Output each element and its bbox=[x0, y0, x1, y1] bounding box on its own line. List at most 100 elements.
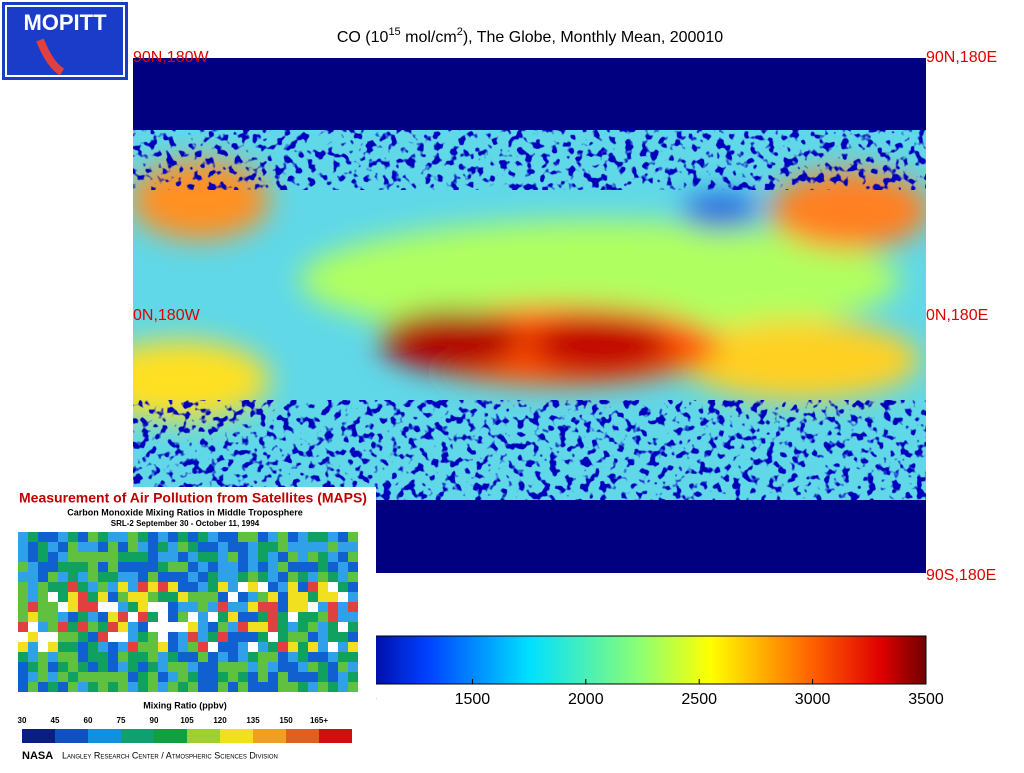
inset-cell bbox=[128, 632, 138, 642]
inset-cell bbox=[288, 542, 298, 552]
inset-cell bbox=[258, 562, 268, 572]
inset-cell bbox=[228, 612, 238, 622]
inset-cell bbox=[338, 542, 348, 552]
inset-cell bbox=[118, 612, 128, 622]
inset-cell bbox=[318, 612, 328, 622]
inset-cell bbox=[108, 552, 118, 562]
inset-cell bbox=[48, 602, 58, 612]
inset-cell bbox=[228, 602, 238, 612]
inset-cell bbox=[78, 662, 88, 672]
inset-cell bbox=[78, 552, 88, 562]
map-title: CO (1015 mol/cm2), The Globe, Monthly Me… bbox=[337, 26, 723, 46]
inset-cell bbox=[58, 682, 68, 692]
inset-cell bbox=[108, 682, 118, 692]
inset-cell bbox=[278, 622, 288, 632]
inset-cell bbox=[188, 642, 198, 652]
inset-cell bbox=[38, 542, 48, 552]
inset-cell bbox=[18, 532, 28, 542]
inset-cell bbox=[278, 592, 288, 602]
inset-cell bbox=[18, 662, 28, 672]
inset-cell bbox=[168, 552, 178, 562]
inset-cell bbox=[338, 612, 348, 622]
inset-cell bbox=[108, 652, 118, 662]
inset-cell bbox=[78, 582, 88, 592]
inset-legend-swatch bbox=[121, 729, 154, 743]
inset-cell bbox=[218, 552, 228, 562]
inset-cell bbox=[208, 562, 218, 572]
inset-cell bbox=[288, 652, 298, 662]
inset-cell bbox=[238, 602, 248, 612]
inset-cell bbox=[158, 602, 168, 612]
colorbar-tick-label: 3500 bbox=[908, 691, 944, 708]
inset-cell bbox=[208, 652, 218, 662]
inset-cell bbox=[228, 632, 238, 642]
inset-cell bbox=[138, 532, 148, 542]
inset-cell bbox=[178, 552, 188, 562]
inset-cell bbox=[268, 622, 278, 632]
inset-cell bbox=[138, 672, 148, 682]
inset-cell bbox=[208, 542, 218, 552]
inset-cell bbox=[198, 652, 208, 662]
inset-cell bbox=[208, 552, 218, 562]
inset-cell bbox=[108, 542, 118, 552]
inset-cell bbox=[18, 632, 28, 642]
inset-cell bbox=[348, 612, 358, 622]
inset-cell bbox=[88, 632, 98, 642]
inset-cell bbox=[168, 542, 178, 552]
inset-cell bbox=[48, 662, 58, 672]
inset-cell bbox=[228, 652, 238, 662]
inset-cell bbox=[118, 572, 128, 582]
inset-cell bbox=[328, 612, 338, 622]
inset-cell bbox=[108, 592, 118, 602]
inset-cell bbox=[148, 592, 158, 602]
inset-cell bbox=[138, 562, 148, 572]
inset-cell bbox=[118, 592, 128, 602]
inset-cell bbox=[238, 592, 248, 602]
inset-cell bbox=[318, 562, 328, 572]
inset-cell bbox=[248, 552, 258, 562]
inset-cell bbox=[258, 592, 268, 602]
inset-cell bbox=[98, 532, 108, 542]
corner-label: 90N,180E bbox=[926, 49, 997, 66]
inset-legend-label: 90 bbox=[150, 716, 159, 725]
inset-cell bbox=[348, 672, 358, 682]
inset-cell bbox=[208, 582, 218, 592]
inset-cell bbox=[248, 642, 258, 652]
inset-cell bbox=[348, 602, 358, 612]
inset-cell bbox=[228, 542, 238, 552]
inset-cell bbox=[258, 662, 268, 672]
inset-cell bbox=[88, 652, 98, 662]
inset-cell bbox=[38, 592, 48, 602]
inset-cell bbox=[318, 662, 328, 672]
inset-cell bbox=[68, 682, 78, 692]
inset-cell bbox=[158, 572, 168, 582]
inset-cell bbox=[158, 662, 168, 672]
inset-cell bbox=[278, 562, 288, 572]
inset-legend-swatch bbox=[286, 729, 319, 743]
inset-legend-swatch bbox=[154, 729, 187, 743]
inset-cell bbox=[268, 592, 278, 602]
inset-cell bbox=[328, 652, 338, 662]
inset-cell bbox=[88, 532, 98, 542]
inset-legend-swatch bbox=[22, 729, 55, 743]
inset-cell bbox=[188, 572, 198, 582]
inset-cell bbox=[78, 622, 88, 632]
inset-cell bbox=[208, 592, 218, 602]
inset-cell bbox=[278, 642, 288, 652]
inset-cell bbox=[208, 662, 218, 672]
inset-cell bbox=[78, 612, 88, 622]
inset-subtitle: Carbon Monoxide Mixing Ratios in Middle … bbox=[67, 507, 303, 517]
inset-cell bbox=[348, 622, 358, 632]
inset-cell bbox=[308, 652, 318, 662]
inset-cell bbox=[288, 642, 298, 652]
inset-cell bbox=[338, 672, 348, 682]
inset-cell bbox=[318, 632, 328, 642]
inset-cell bbox=[88, 562, 98, 572]
inset-cell bbox=[328, 582, 338, 592]
inset-cell bbox=[138, 592, 148, 602]
inset-cell bbox=[238, 622, 248, 632]
logo-swoosh bbox=[36, 38, 65, 76]
inset-cell bbox=[258, 652, 268, 662]
inset-cell bbox=[288, 632, 298, 642]
inset-cell bbox=[308, 582, 318, 592]
